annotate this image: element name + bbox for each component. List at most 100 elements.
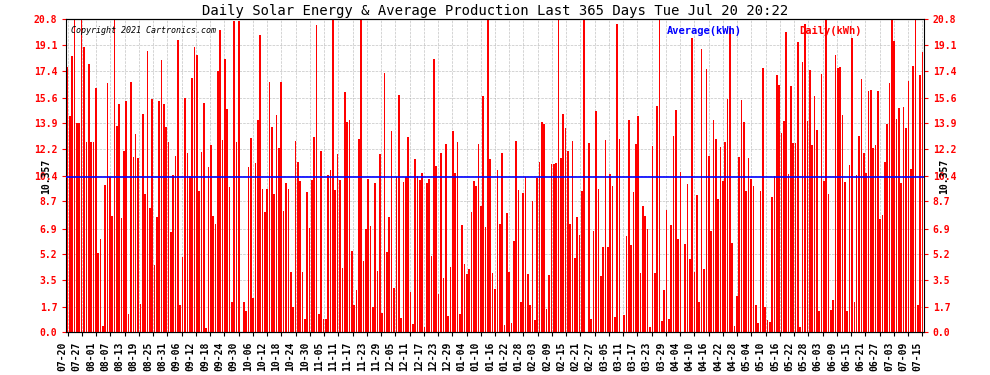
Bar xyxy=(304,319,306,332)
Bar xyxy=(151,99,152,332)
Bar xyxy=(283,211,284,332)
Bar xyxy=(846,311,848,332)
Bar xyxy=(523,193,524,332)
Bar xyxy=(865,173,867,332)
Bar xyxy=(210,145,212,332)
Bar xyxy=(145,194,146,332)
Bar xyxy=(295,141,296,332)
Bar xyxy=(569,224,571,332)
Bar xyxy=(867,91,869,332)
Bar xyxy=(135,134,137,332)
Bar xyxy=(557,20,559,332)
Bar xyxy=(184,98,186,332)
Bar xyxy=(718,200,719,332)
Bar xyxy=(358,139,359,332)
Bar xyxy=(609,174,611,332)
Bar xyxy=(781,132,782,332)
Bar xyxy=(148,208,150,332)
Bar xyxy=(391,131,392,332)
Bar xyxy=(78,123,80,332)
Bar xyxy=(400,318,402,332)
Bar xyxy=(114,20,116,332)
Bar xyxy=(104,185,106,332)
Bar xyxy=(369,226,371,332)
Bar xyxy=(443,278,445,332)
Bar xyxy=(257,120,258,332)
Bar xyxy=(433,59,435,332)
Bar xyxy=(451,131,453,332)
Bar xyxy=(776,75,777,332)
Bar xyxy=(579,235,580,332)
Bar xyxy=(605,140,606,332)
Bar xyxy=(160,60,162,332)
Bar xyxy=(128,314,130,332)
Bar xyxy=(158,101,160,332)
Bar xyxy=(851,38,852,332)
Bar xyxy=(126,102,127,332)
Bar xyxy=(675,110,676,332)
Bar xyxy=(321,151,322,332)
Bar xyxy=(743,122,744,332)
Bar xyxy=(377,270,378,332)
Bar xyxy=(447,316,448,332)
Bar xyxy=(384,73,385,332)
Bar xyxy=(487,20,489,332)
Bar xyxy=(189,176,190,332)
Bar xyxy=(840,67,842,332)
Bar xyxy=(249,138,251,332)
Bar xyxy=(802,62,804,332)
Bar xyxy=(915,20,916,332)
Bar xyxy=(790,86,792,332)
Bar xyxy=(665,210,667,332)
Bar xyxy=(323,319,325,332)
Bar xyxy=(285,183,287,332)
Bar xyxy=(874,145,876,332)
Bar xyxy=(196,55,198,332)
Bar xyxy=(396,177,397,332)
Bar xyxy=(290,272,291,332)
Bar xyxy=(203,104,205,332)
Bar xyxy=(750,179,751,332)
Bar xyxy=(701,49,703,332)
Text: Daily(kWh): Daily(kWh) xyxy=(799,26,862,36)
Bar xyxy=(297,162,299,332)
Bar xyxy=(318,314,320,332)
Bar xyxy=(306,192,308,332)
Bar xyxy=(811,146,813,332)
Bar xyxy=(153,265,155,332)
Bar xyxy=(102,326,104,332)
Bar xyxy=(583,20,585,332)
Bar xyxy=(762,68,763,332)
Bar xyxy=(100,239,101,332)
Bar xyxy=(677,239,679,332)
Bar xyxy=(872,148,874,332)
Bar xyxy=(518,190,520,332)
Bar xyxy=(191,78,193,332)
Bar xyxy=(292,307,294,332)
Bar xyxy=(689,260,691,332)
Bar xyxy=(530,305,531,332)
Bar xyxy=(633,192,635,332)
Bar xyxy=(415,159,416,332)
Bar xyxy=(877,90,879,332)
Bar xyxy=(417,176,419,332)
Bar xyxy=(470,212,472,332)
Bar xyxy=(340,180,341,332)
Bar xyxy=(335,190,337,332)
Bar xyxy=(459,314,460,332)
Bar xyxy=(74,20,75,332)
Bar xyxy=(891,20,893,332)
Bar xyxy=(567,151,568,332)
Bar xyxy=(273,194,275,332)
Bar xyxy=(198,191,200,332)
Bar xyxy=(734,326,736,332)
Bar xyxy=(800,327,801,332)
Bar xyxy=(809,70,811,332)
Bar xyxy=(264,212,265,332)
Bar xyxy=(527,274,529,332)
Bar xyxy=(243,302,245,332)
Bar xyxy=(653,273,655,332)
Bar xyxy=(795,143,796,332)
Bar xyxy=(302,272,303,332)
Bar xyxy=(729,28,731,332)
